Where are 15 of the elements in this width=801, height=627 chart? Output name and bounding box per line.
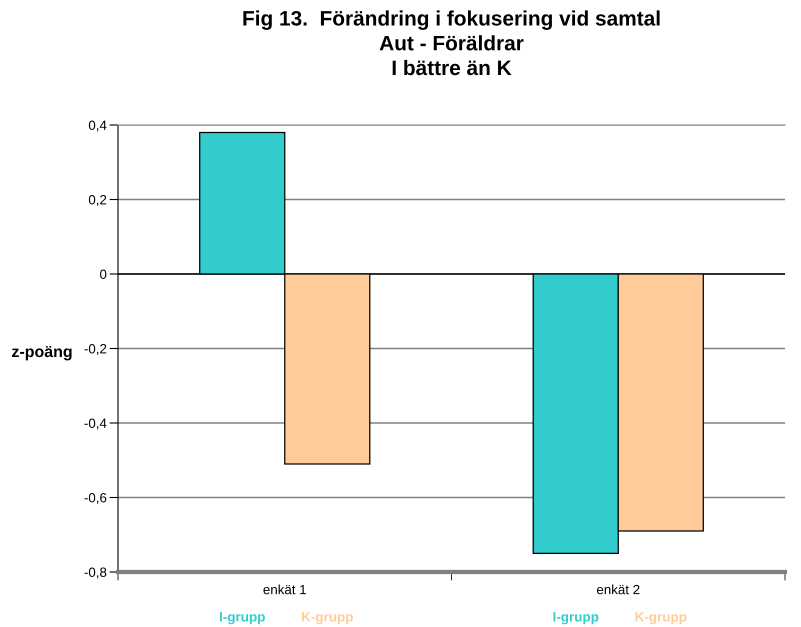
y-tick-label: -0,4 bbox=[84, 418, 106, 430]
y-tick-label: -0,2 bbox=[84, 344, 106, 356]
text: K-grupp bbox=[635, 612, 686, 624]
y-tick-label: -0,6 bbox=[84, 493, 106, 504]
y-axis-title: z-poäng bbox=[12, 346, 72, 360]
chart-title: Fig 13. Förändring i fokusering vid samtal Aut - Föräldrar I bättre än K bbox=[243, 10, 660, 76]
text: I-grupp bbox=[553, 612, 598, 624]
x-tick-label: enkät 2 bbox=[596, 584, 640, 594]
y-tick-label: 0,4 bbox=[88, 120, 106, 132]
text: K-grupp bbox=[302, 612, 353, 624]
text: I-grupp bbox=[220, 612, 265, 624]
y-tick-label: 0,2 bbox=[88, 195, 106, 206]
x-tick-label: enkät 1 bbox=[263, 584, 306, 594]
y-tick-label: 0 bbox=[100, 270, 106, 279]
y-tick-label: -0,8 bbox=[84, 568, 106, 579]
